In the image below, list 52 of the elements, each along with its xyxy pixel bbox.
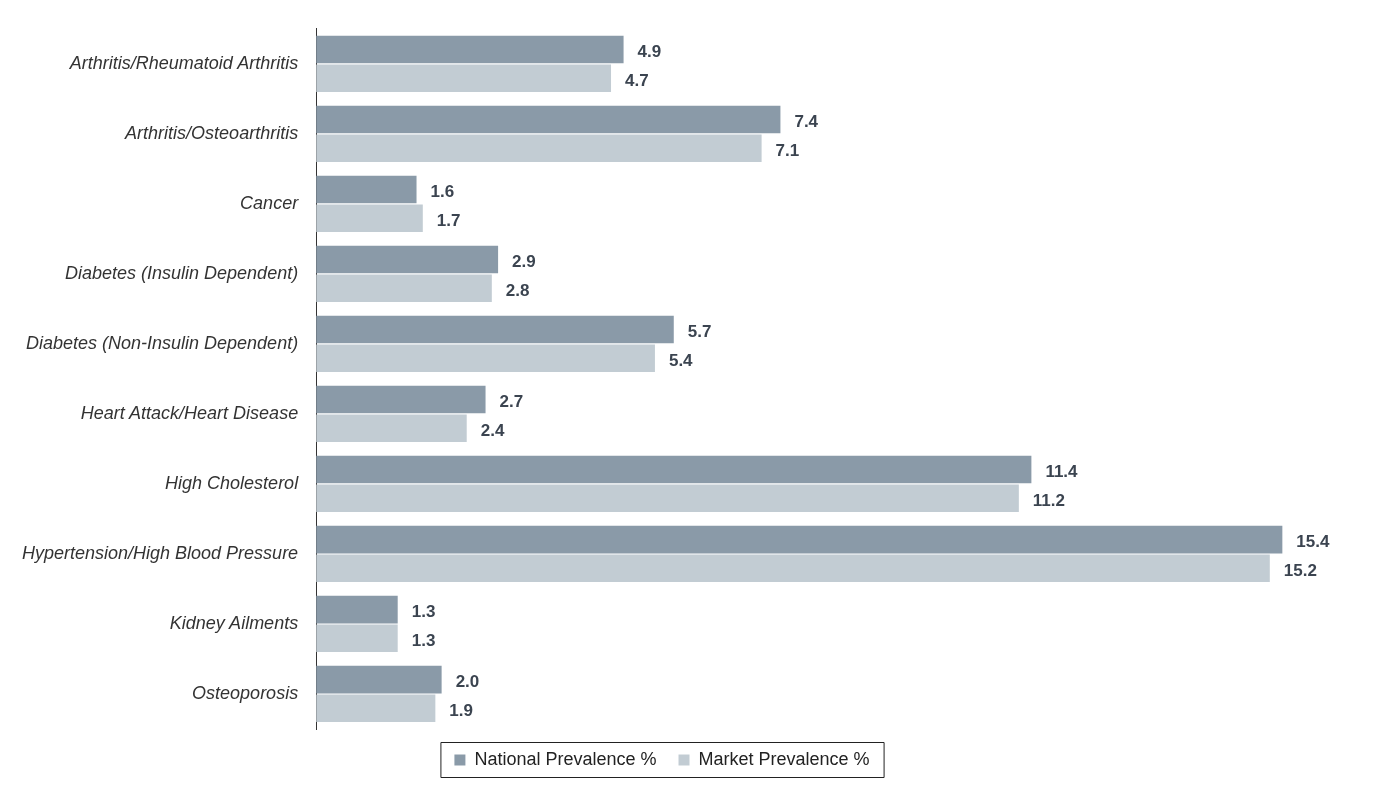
data-label: 15.2 — [1283, 560, 1317, 580]
data-label: 7.1 — [775, 140, 800, 160]
bar — [316, 385, 486, 414]
bar — [316, 455, 1032, 484]
legend-label: Market Prevalence % — [698, 748, 870, 769]
y-tick-label: Arthritis/Rheumatoid Arthritis — [68, 52, 299, 73]
y-tick-label: Kidney Ailments — [169, 612, 299, 633]
data-label: 2.4 — [480, 420, 505, 440]
y-tick-label: Arthritis/Osteoarthritis — [124, 122, 299, 143]
bar — [316, 554, 1270, 583]
data-label: 4.7 — [625, 70, 649, 90]
data-label: 5.7 — [687, 322, 712, 342]
bar — [316, 595, 398, 624]
data-label: 1.3 — [411, 631, 436, 651]
data-label: 11.2 — [1032, 490, 1065, 510]
data-label: 2.8 — [505, 280, 530, 300]
bar — [316, 665, 442, 694]
bar — [316, 274, 492, 302]
data-label: 1.6 — [430, 182, 455, 202]
y-tick-label: Hypertension/High Blood Pressure — [21, 542, 299, 563]
bar — [316, 175, 417, 204]
bar — [316, 64, 612, 92]
bar — [316, 624, 398, 653]
bar — [316, 484, 1019, 513]
data-label: 7.4 — [794, 112, 819, 132]
data-label: 1.9 — [449, 701, 473, 721]
bar — [316, 245, 499, 274]
legend-label: National Prevalence % — [474, 748, 657, 769]
y-tick-label: Osteoporosis — [192, 682, 299, 703]
bar — [316, 134, 762, 162]
data-label: 2.9 — [512, 252, 536, 272]
data-label: 1.3 — [411, 602, 436, 622]
bar — [316, 35, 624, 64]
data-label: 1.7 — [436, 210, 461, 230]
bar — [316, 344, 655, 373]
data-label: 2.7 — [499, 392, 524, 412]
y-tick-label: Heart Attack/Heart Disease — [80, 402, 299, 423]
bar — [316, 414, 467, 443]
data-label: 5.4 — [668, 350, 694, 370]
bar — [316, 204, 423, 232]
data-label: 2.0 — [455, 672, 480, 692]
bar — [316, 694, 436, 723]
data-label: 15.4 — [1296, 532, 1330, 552]
bar — [316, 525, 1283, 554]
data-label: 11.4 — [1045, 462, 1079, 482]
y-tick-label: High Cholesterol — [165, 472, 300, 493]
y-tick-label: Diabetes (Insulin Dependent) — [65, 262, 299, 283]
bar — [316, 315, 674, 344]
y-tick-label: Diabetes (Non-Insulin Dependent) — [25, 332, 299, 353]
bar — [316, 105, 781, 134]
y-tick-label: Cancer — [240, 192, 300, 213]
data-label: 4.9 — [637, 42, 662, 62]
